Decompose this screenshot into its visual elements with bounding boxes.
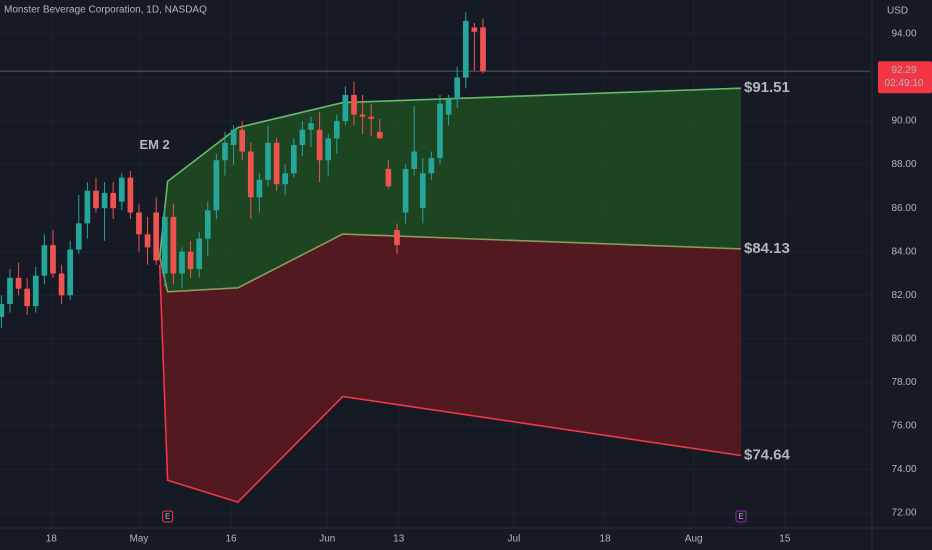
candle-body	[308, 123, 314, 130]
candle-body	[419, 173, 426, 209]
candle-body	[41, 245, 48, 276]
y-tick-label: 78.00	[891, 377, 916, 388]
candle-body	[15, 277, 22, 289]
candle-body	[368, 116, 375, 119]
candle-body	[316, 129, 323, 161]
candle-body	[127, 177, 134, 213]
candle-body	[333, 121, 340, 139]
y-tick-label: 72.00	[891, 508, 916, 519]
candle-body	[290, 145, 297, 174]
x-tick-label: Jul	[508, 534, 521, 545]
y-tick-label: 86.00	[891, 203, 916, 214]
x-tick-label: 15	[779, 534, 791, 545]
event-marker	[735, 510, 747, 523]
y-tick-label: 82.00	[891, 290, 916, 301]
candle-body	[7, 277, 13, 304]
candle-body	[247, 151, 254, 198]
candle-body	[24, 288, 31, 307]
band-fill	[159, 234, 741, 503]
candle-body	[351, 94, 357, 115]
candle-body	[144, 234, 151, 248]
candle-body	[445, 99, 452, 115]
candle-body	[394, 229, 400, 246]
candle-body	[58, 273, 65, 296]
candle-body	[454, 77, 461, 100]
candle-body	[196, 238, 203, 270]
y-tick-label: 94.00	[891, 29, 916, 40]
y-tick-label: 84.00	[891, 246, 916, 257]
x-tick-label: 13	[393, 534, 405, 545]
candle-body	[437, 103, 443, 159]
candle-body	[187, 251, 194, 270]
candle-body	[84, 190, 91, 224]
candle-body	[50, 245, 56, 274]
candle-body	[67, 249, 74, 296]
annotation: EM 2	[139, 137, 169, 152]
candle-body	[179, 251, 185, 274]
candle-body	[359, 114, 366, 117]
y-tick-label: 76.00	[891, 421, 916, 432]
candle-body	[93, 190, 99, 209]
countdown-label: 02:49:10	[885, 78, 924, 89]
y-tick-label: 90.00	[891, 116, 916, 127]
candle-body	[213, 160, 220, 211]
x-tick-label: Jun	[319, 534, 335, 545]
candle-body	[204, 210, 211, 239]
x-tick-label: Aug	[685, 534, 703, 545]
x-tick-label: May	[130, 534, 149, 545]
band-end-label: $91.51	[744, 79, 790, 96]
candle-body	[153, 212, 160, 261]
x-tick-label: 16	[225, 534, 237, 545]
last-price-box	[878, 61, 932, 94]
candle-body	[170, 216, 177, 274]
candle-body	[273, 142, 280, 185]
x-tick-label: 18	[600, 534, 612, 545]
candle-body	[471, 27, 478, 32]
candle-body	[376, 131, 383, 139]
candle-body	[239, 129, 246, 152]
candle-body	[411, 151, 418, 169]
candle-body	[32, 275, 39, 307]
candle-body	[385, 168, 392, 187]
band-end-label: $74.64	[744, 446, 791, 463]
currency-label: USD	[887, 6, 908, 17]
candle-body	[325, 138, 332, 161]
candle-body	[136, 212, 142, 235]
candle-body	[402, 168, 409, 213]
candle-body	[342, 94, 349, 122]
x-tick-label: 18	[46, 534, 58, 545]
candle-body	[101, 192, 108, 209]
candle-body	[118, 177, 125, 202]
candle-body	[256, 179, 263, 198]
event-marker-label: E	[738, 512, 743, 521]
candle-body	[75, 223, 82, 250]
candle-body	[428, 158, 435, 174]
chart-title: Monster Beverage Corporation, 1D, NASDAQ	[4, 5, 207, 16]
candle-body	[110, 192, 117, 209]
plot: EM 2	[0, 12, 870, 503]
candle-body	[0, 303, 5, 318]
y-tick-label: 88.00	[891, 159, 916, 170]
event-marker	[162, 510, 174, 523]
candle-body	[161, 216, 168, 274]
candle-body	[265, 142, 271, 180]
band-line	[158, 264, 742, 503]
event-marker-label: E	[165, 512, 170, 521]
candle-body	[230, 129, 237, 146]
band-line	[158, 87, 742, 258]
y-tick-label: 80.00	[891, 333, 916, 344]
y-tick-label: 74.00	[891, 464, 916, 475]
axes: 72.00 74.00 76.00 78.00 80.00 82.00 84.00 86.00…	[46, 29, 932, 545]
candle-body	[222, 142, 228, 161]
band-end-label: $84.13	[744, 240, 790, 257]
last-price-label: 92.29	[891, 65, 916, 76]
candle-body	[299, 129, 306, 146]
candle-body	[282, 173, 289, 185]
candle-body	[480, 27, 486, 72]
candle-body	[462, 20, 469, 78]
